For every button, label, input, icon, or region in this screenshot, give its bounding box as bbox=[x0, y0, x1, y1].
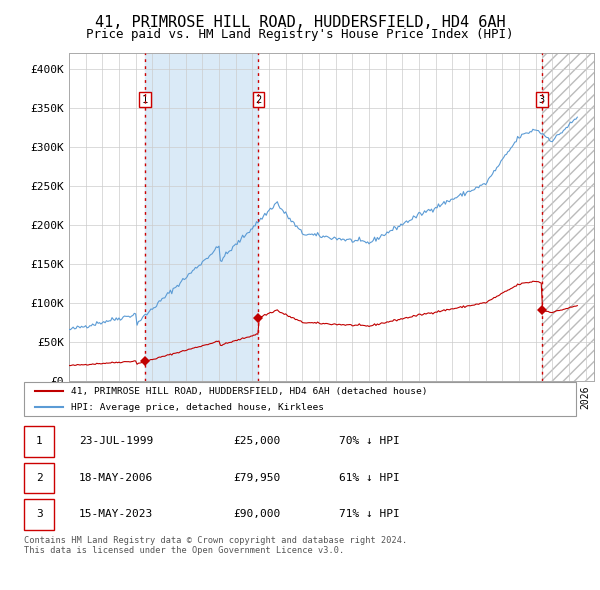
Text: 3: 3 bbox=[539, 95, 545, 105]
Text: 15-MAY-2023: 15-MAY-2023 bbox=[79, 510, 154, 519]
Text: 1: 1 bbox=[36, 437, 43, 446]
Text: Contains HM Land Registry data © Crown copyright and database right 2024.
This d: Contains HM Land Registry data © Crown c… bbox=[24, 536, 407, 555]
Text: £79,950: £79,950 bbox=[234, 473, 281, 483]
Text: 1: 1 bbox=[142, 95, 148, 105]
Text: 2: 2 bbox=[36, 473, 43, 483]
FancyBboxPatch shape bbox=[24, 499, 55, 530]
Text: 41, PRIMROSE HILL ROAD, HUDDERSFIELD, HD4 6AH (detached house): 41, PRIMROSE HILL ROAD, HUDDERSFIELD, HD… bbox=[71, 387, 427, 396]
FancyBboxPatch shape bbox=[24, 382, 576, 416]
Text: HPI: Average price, detached house, Kirklees: HPI: Average price, detached house, Kirk… bbox=[71, 403, 324, 412]
Text: £90,000: £90,000 bbox=[234, 510, 281, 519]
Bar bbox=[542, 53, 594, 381]
FancyBboxPatch shape bbox=[24, 426, 55, 457]
Text: 3: 3 bbox=[36, 510, 43, 519]
Bar bbox=[145, 53, 259, 381]
Text: 2: 2 bbox=[256, 95, 262, 105]
Text: £25,000: £25,000 bbox=[234, 437, 281, 446]
Text: 61% ↓ HPI: 61% ↓ HPI bbox=[338, 473, 400, 483]
Text: 18-MAY-2006: 18-MAY-2006 bbox=[79, 473, 154, 483]
Text: 71% ↓ HPI: 71% ↓ HPI bbox=[338, 510, 400, 519]
FancyBboxPatch shape bbox=[24, 463, 55, 493]
Text: Price paid vs. HM Land Registry's House Price Index (HPI): Price paid vs. HM Land Registry's House … bbox=[86, 28, 514, 41]
Bar bbox=[542, 53, 594, 381]
Text: 41, PRIMROSE HILL ROAD, HUDDERSFIELD, HD4 6AH: 41, PRIMROSE HILL ROAD, HUDDERSFIELD, HD… bbox=[95, 15, 505, 30]
Text: 23-JUL-1999: 23-JUL-1999 bbox=[79, 437, 154, 446]
Text: 70% ↓ HPI: 70% ↓ HPI bbox=[338, 437, 400, 446]
